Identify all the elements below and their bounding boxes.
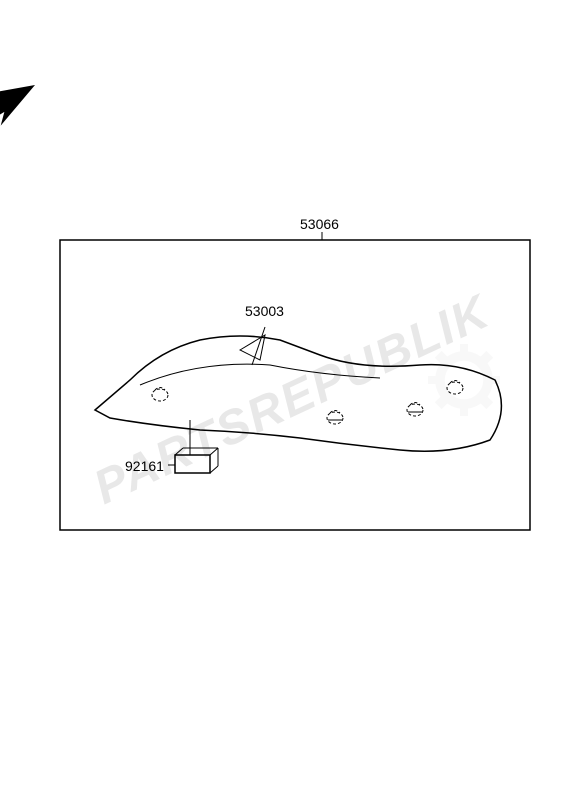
label-92161: 92161 (125, 458, 164, 474)
parts-diagram: PARTSREPUBLIK (0, 0, 584, 800)
label-53003: 53003 (245, 303, 284, 319)
label-53066: 53066 (300, 216, 339, 232)
diagram-svg (0, 0, 584, 800)
damper-box (175, 448, 218, 473)
nav-arrow-icon (0, 69, 44, 138)
frame-outline (60, 240, 530, 530)
seat-outline (95, 336, 501, 451)
